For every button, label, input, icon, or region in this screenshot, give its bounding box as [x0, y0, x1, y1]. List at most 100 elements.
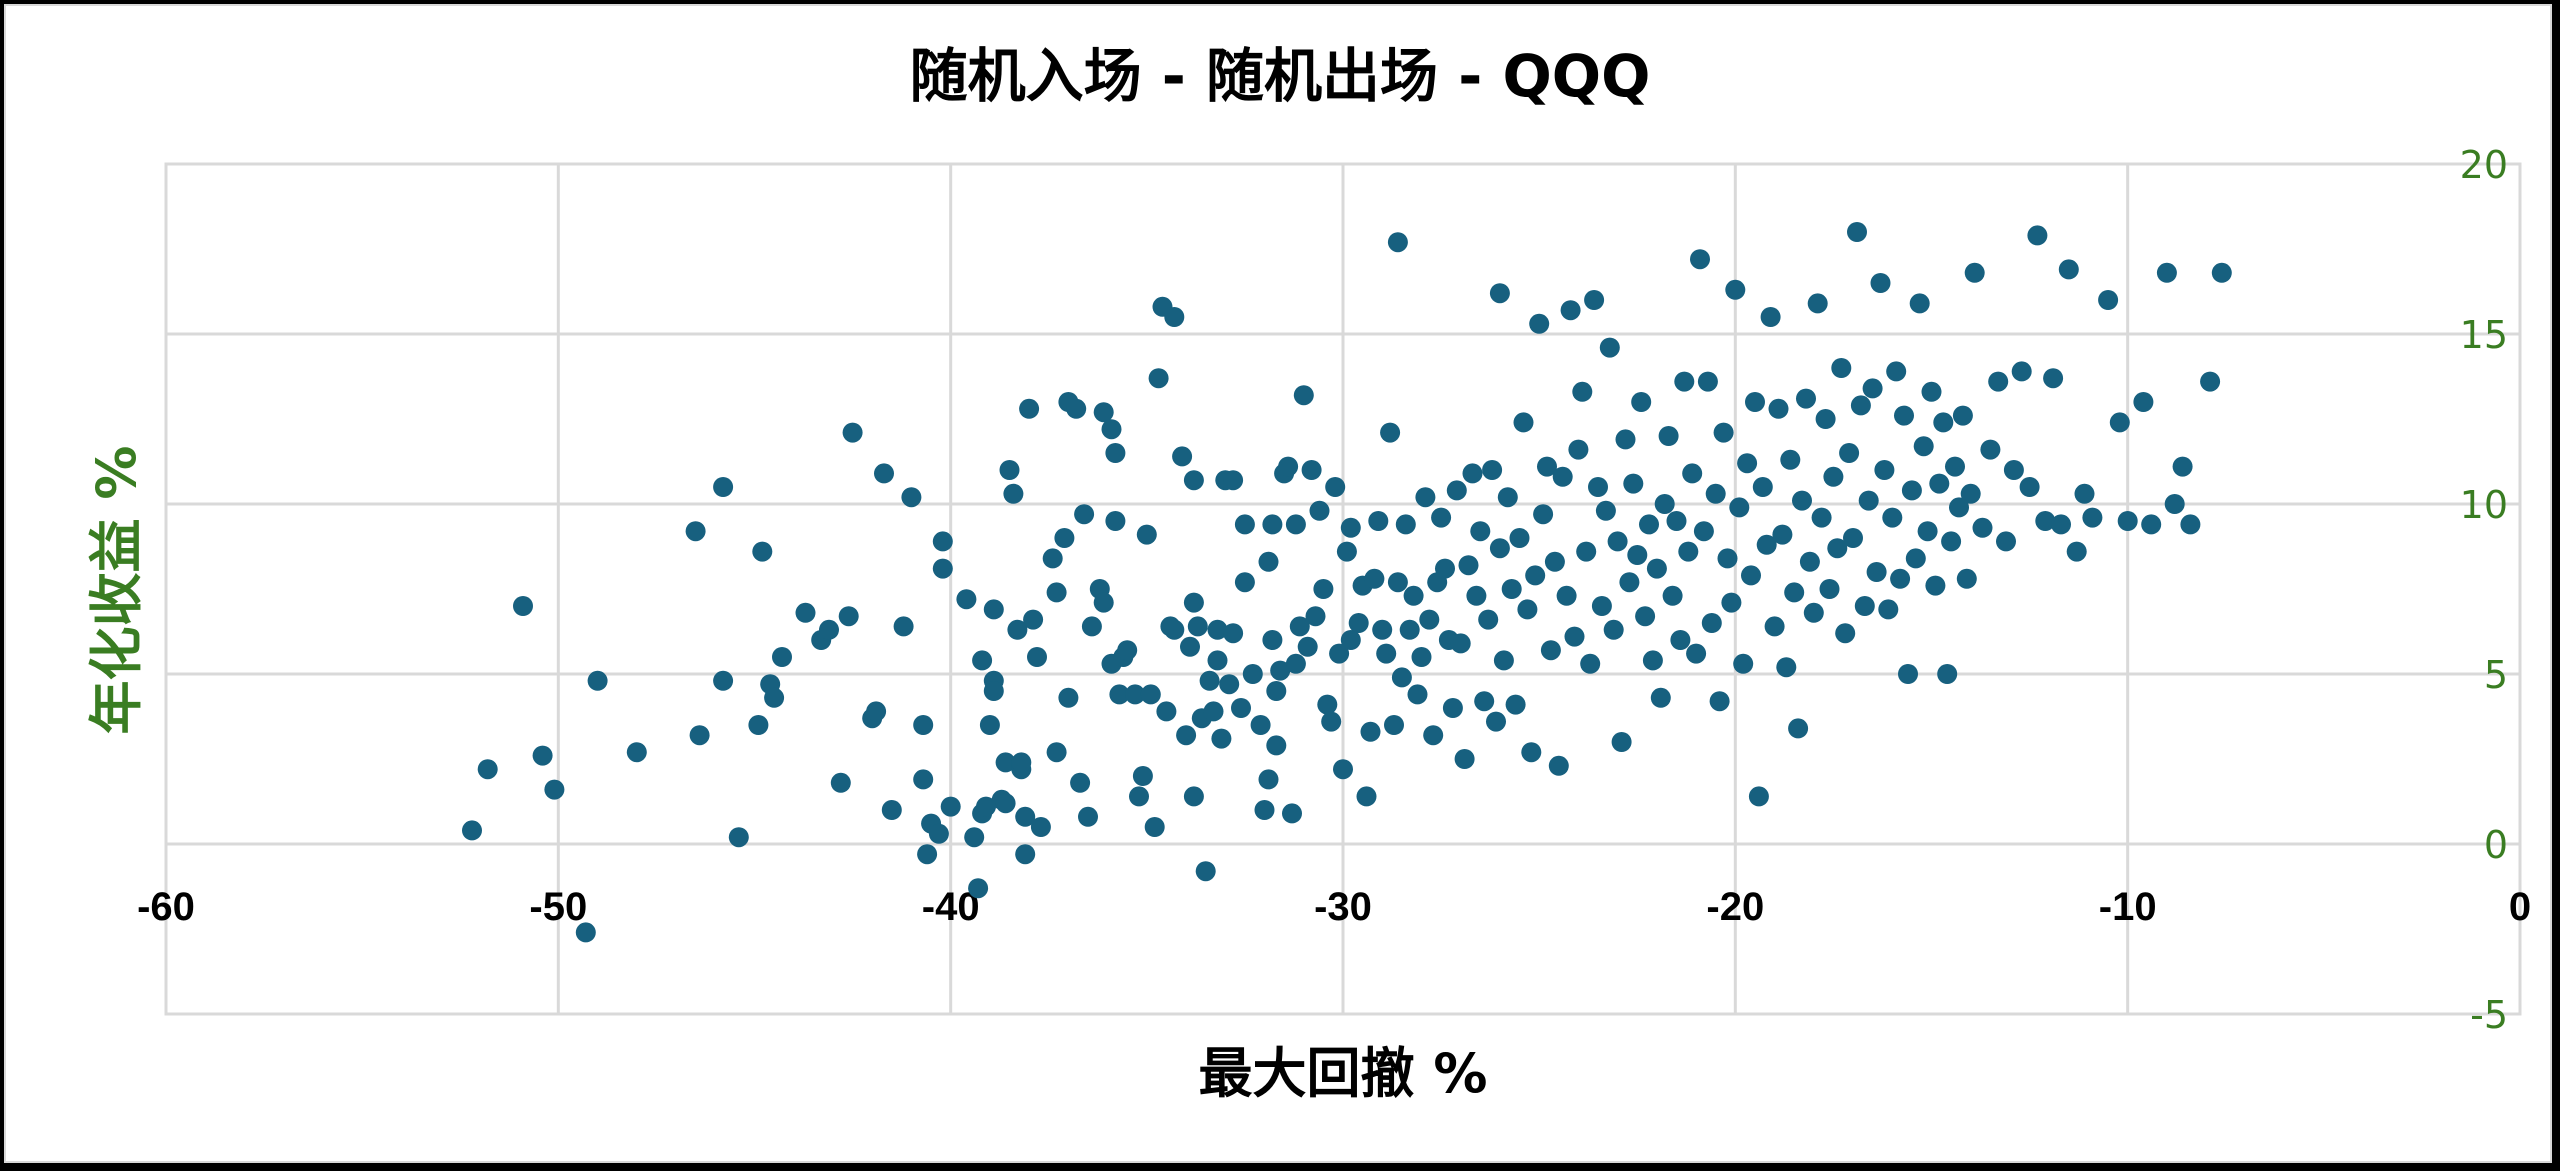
data-point [1093, 592, 1114, 613]
data-point [685, 521, 706, 542]
data-point [1925, 575, 1946, 596]
data-point [917, 844, 938, 865]
data-point [1803, 602, 1824, 623]
data-point [1419, 609, 1440, 630]
data-point [2058, 259, 2079, 280]
data-point [1054, 528, 1075, 548]
data-point [1909, 293, 1930, 314]
data-point [1501, 579, 1522, 599]
data-point [1662, 585, 1683, 606]
data-point [1870, 273, 1891, 293]
data-point [1081, 616, 1102, 637]
data-point [1839, 443, 1860, 463]
data-point [1384, 715, 1404, 735]
x-tick-label: -60 [137, 885, 195, 929]
data-point [1207, 650, 1228, 671]
data-point [1348, 613, 1369, 633]
data-point [1305, 606, 1326, 627]
data-point [1850, 395, 1871, 416]
data-point [1745, 392, 1765, 412]
data-point [1003, 483, 1024, 504]
data-point [1129, 786, 1149, 807]
data-point [968, 878, 989, 899]
data-point [1807, 293, 1828, 314]
data-point [2082, 507, 2103, 528]
data-point [1956, 568, 1977, 589]
data-point [1697, 371, 1718, 392]
data-point [1407, 684, 1428, 705]
data-point [1015, 806, 1036, 827]
data-point [932, 531, 953, 552]
y-tick-label: 10 [2460, 483, 2508, 527]
x-tick-label: -10 [2099, 885, 2157, 929]
data-point [881, 800, 902, 820]
data-point [1219, 674, 1240, 695]
data-point [1847, 222, 1867, 242]
data-point [1721, 592, 1742, 613]
data-point [1183, 592, 1204, 613]
data-point [976, 796, 996, 817]
data-point [972, 650, 993, 671]
data-point [1768, 398, 1789, 419]
data-point [1854, 596, 1875, 616]
data-point [1125, 684, 1146, 705]
data-point [1497, 487, 1518, 508]
data-point [1776, 657, 1797, 678]
data-point [1780, 449, 1801, 470]
data-point [1564, 626, 1585, 647]
data-point [462, 820, 482, 841]
data-point [1796, 388, 1816, 409]
data-point [1136, 524, 1157, 545]
data-point [1568, 439, 1589, 460]
data-point [1603, 619, 1624, 640]
data-point [1180, 636, 1200, 657]
data-point [689, 725, 710, 746]
data-point [928, 823, 949, 844]
data-point [1540, 640, 1561, 661]
data-point [1164, 619, 1185, 640]
data-point [1458, 555, 1479, 576]
data-point [1325, 477, 1346, 497]
data-point [1556, 585, 1577, 606]
data-point [1446, 480, 1467, 501]
data-point [2011, 361, 2032, 382]
data-point [1584, 290, 1605, 310]
data-point [1297, 636, 1318, 657]
data-point [1132, 766, 1153, 786]
data-point [1078, 806, 1098, 827]
data-point [1591, 596, 1612, 616]
data-point [964, 827, 985, 848]
data-point [752, 541, 773, 562]
data-point [1199, 670, 1220, 691]
data-point [1972, 517, 1993, 538]
data-point [1356, 786, 1377, 807]
data-point [1450, 633, 1471, 654]
data-point [1670, 630, 1691, 650]
data-point [1336, 541, 1357, 562]
data-point [1737, 453, 1758, 474]
data-point [1223, 470, 1244, 491]
data-point [1207, 619, 1228, 640]
data-point [1815, 409, 1836, 429]
data-point [1905, 548, 1926, 569]
data-point [1489, 538, 1510, 559]
data-point [1886, 361, 1907, 382]
data-point [477, 759, 498, 780]
data-point [1250, 715, 1271, 735]
data-point [1183, 786, 1204, 807]
data-point [1529, 313, 1550, 334]
data-point [2098, 290, 2119, 310]
data-point [1717, 548, 1738, 569]
data-point [587, 670, 608, 691]
data-point [1678, 541, 1699, 562]
data-point [1996, 531, 2016, 552]
data-point [513, 596, 533, 616]
data-point [1474, 691, 1495, 712]
data-point [1831, 358, 1852, 378]
data-point [1266, 681, 1287, 701]
data-point [1333, 759, 1353, 780]
data-point [1144, 817, 1165, 837]
data-point [1713, 422, 1734, 443]
data-point [1533, 504, 1554, 525]
data-point [772, 647, 792, 667]
